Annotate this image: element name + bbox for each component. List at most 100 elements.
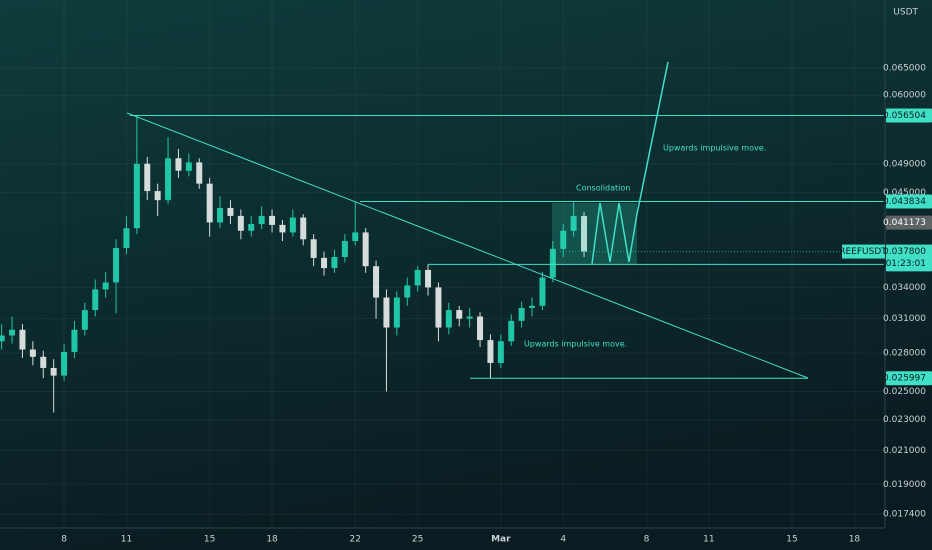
x-tick-label: 11 — [121, 535, 132, 545]
candle-body — [321, 257, 328, 269]
candle-body — [435, 287, 442, 328]
x-tick-label: 8 — [61, 535, 67, 545]
candles — [0, 115, 588, 413]
price-tag — [842, 244, 885, 259]
y-tick-label: 0.045000 — [883, 188, 926, 198]
candle-body — [144, 163, 151, 192]
countdown-label: 01:23:01 — [886, 259, 926, 269]
price-tag — [886, 215, 932, 230]
candle-body — [456, 310, 463, 319]
candle-body — [0, 335, 5, 342]
candle-body — [549, 248, 556, 278]
candle-body — [269, 215, 276, 225]
candle-body — [414, 269, 421, 286]
candle-body — [206, 183, 213, 223]
candle-body — [539, 277, 546, 306]
price-tag-label: 0.056504 — [883, 111, 926, 121]
annotation: Upwards impulsive move. — [524, 340, 627, 349]
price-tag-label: 0.043834 — [883, 197, 926, 207]
candle-body — [289, 217, 296, 233]
y-tick-label: 0.025000 — [883, 387, 926, 397]
y-tick-label: 0.023000 — [883, 415, 926, 425]
annotation: Upwards impulsive move. — [663, 144, 766, 153]
candle-body — [133, 163, 140, 229]
x-tick-label: Mar — [491, 535, 511, 545]
candle-body — [393, 297, 400, 328]
candle-body — [529, 305, 536, 308]
price-tag — [886, 108, 932, 123]
candle-body — [404, 285, 411, 298]
candle-body — [560, 230, 567, 249]
symbol-label: REEFUSDT — [839, 247, 887, 257]
candle-body — [341, 240, 348, 257]
candle-body — [40, 356, 47, 368]
y-tick-label: 0.034000 — [883, 283, 926, 293]
trend-line — [126, 112, 809, 379]
candle-body — [352, 232, 359, 241]
x-tick-label: 11 — [703, 535, 714, 545]
candle-body — [300, 217, 307, 240]
candle-body — [71, 329, 78, 352]
x-tick-label: 18 — [266, 535, 278, 545]
candle-body — [50, 367, 57, 376]
candle-body — [383, 297, 390, 328]
candle-body — [258, 215, 265, 225]
candle-body — [445, 310, 452, 328]
price-tag-label: 0.025997 — [883, 374, 926, 384]
candle-body — [175, 158, 182, 171]
y-tick-label: 0.028000 — [883, 349, 926, 359]
candle-body — [92, 289, 99, 311]
candle-body — [154, 191, 161, 201]
x-tick-label: 8 — [644, 535, 650, 545]
candle-body — [29, 349, 36, 357]
candle-body — [217, 207, 224, 223]
projection-path — [591, 61, 669, 265]
candle-body — [81, 310, 88, 330]
candle-body — [237, 215, 244, 231]
annotation: Consolidation — [576, 184, 630, 193]
x-tick-label: 4 — [560, 535, 566, 545]
x-tick-label: 15 — [786, 535, 797, 545]
x-tick-label: 15 — [204, 535, 215, 545]
candle-body — [570, 215, 577, 231]
candle-body — [185, 162, 192, 171]
candle-body — [248, 224, 255, 231]
axes: 0.065000 0.060000 0.049000 0.045000 0.034000… — [61, 64, 926, 545]
candle-body — [487, 340, 494, 363]
y-tick-label: 0.031000 — [883, 314, 926, 324]
candle-body — [227, 207, 234, 216]
candle-body — [497, 341, 504, 363]
x-tick-label: 18 — [849, 535, 861, 545]
y-tick-label: 0.019000 — [883, 480, 926, 490]
price-tag-label: 0.041173 — [883, 218, 926, 228]
price-tag-label: 0.037800 — [883, 247, 926, 257]
candle-body — [477, 316, 484, 341]
y-tick-label: 0.049000 — [883, 159, 926, 169]
levels — [130, 115, 885, 379]
candle-body — [466, 316, 473, 319]
price-tag — [886, 371, 932, 386]
y-tick-label: 0.065000 — [883, 64, 926, 74]
y-tick-label: 0.017400 — [883, 510, 926, 520]
candle-body — [165, 158, 172, 201]
candle-body — [508, 320, 515, 342]
candle-body — [279, 224, 286, 233]
price-tag — [886, 244, 932, 271]
candle-body — [310, 239, 317, 258]
candle-body — [113, 248, 120, 283]
x-tick-label: 25 — [412, 535, 423, 545]
candle-body — [425, 269, 432, 288]
candle-body — [331, 256, 338, 269]
drawings — [126, 61, 809, 379]
candle-body — [9, 329, 16, 336]
price-tags: 0.0565040.0438340.0364020.0259970.041173… — [839, 108, 932, 386]
price-tag — [886, 194, 932, 209]
candle-body — [196, 162, 203, 184]
candle-body — [518, 307, 525, 321]
consolidation-box — [552, 203, 637, 264]
candle-body — [123, 228, 130, 249]
candle-body — [373, 266, 380, 298]
candle-body — [61, 351, 68, 376]
